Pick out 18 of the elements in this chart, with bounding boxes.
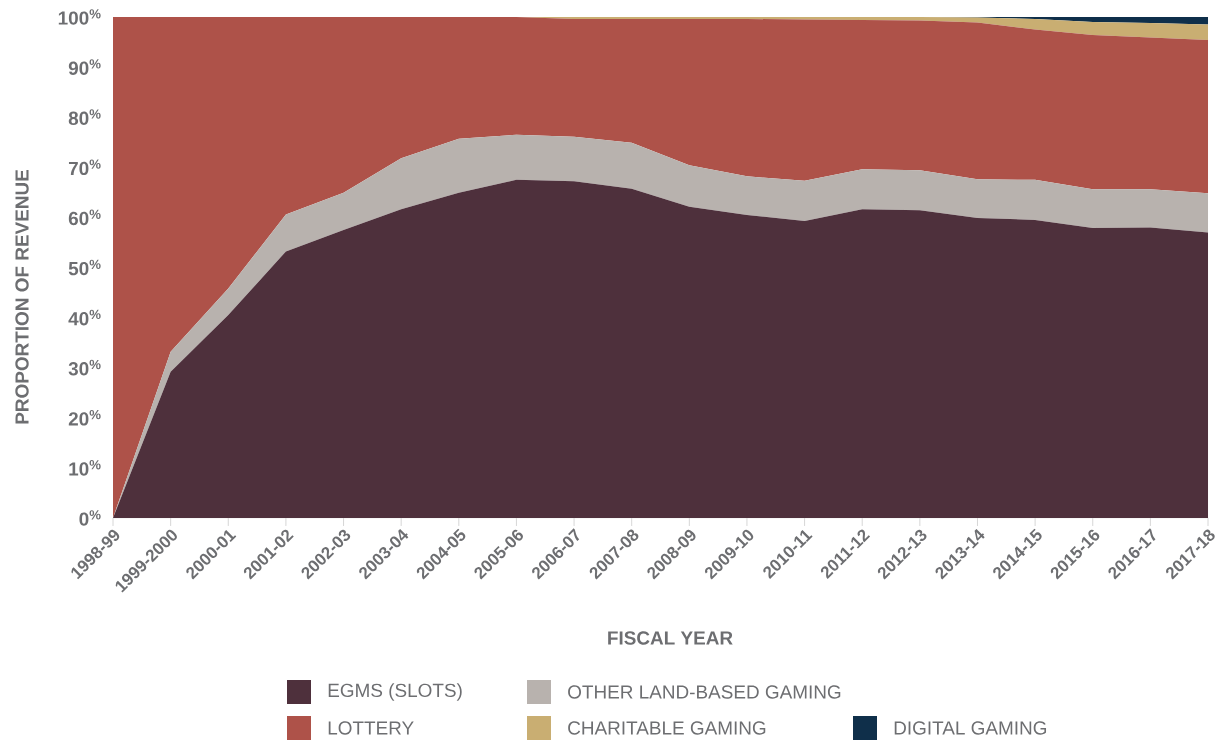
y-tick-label: 90$^{%}$ [68,59,101,75]
y-tick-label: 70$^{%}$ [68,159,101,176]
y-tick-label: 100$^{%}$ [58,9,101,25]
y-tick-label: 30$^{%}$ [68,359,101,376]
legend-label: DIGITAL GAMING [894,721,1047,735]
y-tick-label: 80$^{%}$ [68,109,101,126]
legend-label: EGMS (SLOTS) [328,683,462,701]
y-tick-label: 10$^{%}$ [69,460,101,476]
y-axis-title: PROPORTION OF REVENUE [15,169,29,424]
y-tick-label: 50$^{%}$ [68,259,101,276]
legend-label: CHARITABLE GAMING [568,721,766,735]
y-tick-label: 20$^{%}$ [68,409,101,426]
legend-label: LOTTERY [328,721,414,735]
y-tick-label: 0$^{%}$ [79,510,101,526]
y-tick-label: 60$^{%}$ [68,209,101,226]
y-tick-label: 40$^{%}$ [68,309,101,326]
x-axis-title: FISCAL YEAR [608,631,733,645]
legend-label: OTHER LAND-BASED GAMING [568,685,841,699]
